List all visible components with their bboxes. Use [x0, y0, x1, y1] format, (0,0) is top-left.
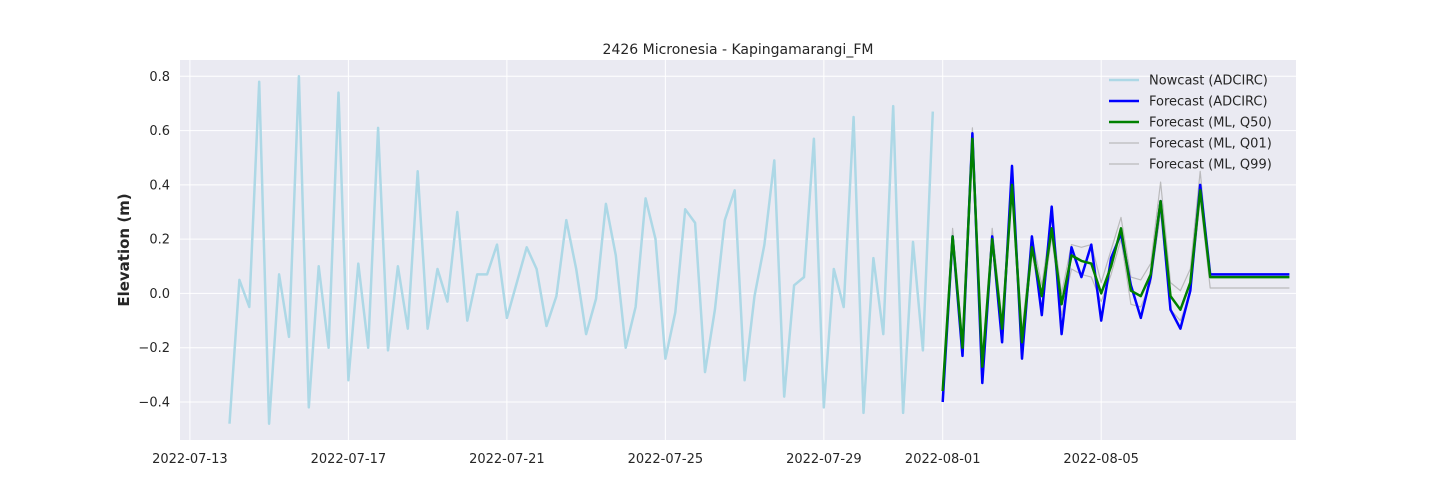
y-tick-label: −0.2	[138, 341, 170, 356]
x-axis: 2022-07-13 2022-07-17 2022-07-21 2022-07-25…	[152, 452, 1139, 467]
legend-label: Forecast (ML, Q01)	[1149, 137, 1272, 152]
y-tick-label: −0.4	[138, 396, 170, 411]
y-tick-label: 0.2	[149, 233, 170, 248]
legend-label: Forecast (ML, Q99)	[1149, 158, 1272, 173]
y-tick-label: 0.6	[149, 124, 170, 139]
y-axis-label: Elevation (m)	[115, 193, 133, 306]
x-tick-label: 2022-07-25	[628, 452, 704, 467]
y-tick-label: 0.8	[149, 70, 170, 85]
x-tick-label: 2022-07-29	[786, 452, 862, 467]
x-tick-label: 2022-07-17	[311, 452, 387, 467]
legend: Nowcast (ADCIRC) Forecast (ADCIRC) Forecas…	[1109, 74, 1272, 173]
chart-title: 2426 Micronesia - Kapingamarangi_FM	[603, 42, 874, 58]
legend-label: Forecast (ADCIRC)	[1149, 95, 1268, 110]
y-axis: −0.4 −0.2 0.0 0.2 0.4 0.6 0.8	[138, 70, 170, 411]
series-line-3	[941, 137, 1290, 392]
x-tick-label: 2022-07-13	[152, 452, 228, 467]
x-tick-label: 2022-08-05	[1063, 452, 1139, 467]
series-line-1	[228, 75, 935, 425]
x-tick-label: 2022-08-01	[905, 452, 981, 467]
y-tick-label: 0.0	[149, 287, 170, 302]
legend-label: Forecast (ML, Q50)	[1149, 116, 1272, 131]
legend-label: Nowcast (ADCIRC)	[1149, 74, 1268, 89]
x-tick-label: 2022-07-21	[469, 452, 545, 467]
y-tick-label: 0.4	[149, 178, 170, 193]
series-layer	[228, 75, 1290, 425]
